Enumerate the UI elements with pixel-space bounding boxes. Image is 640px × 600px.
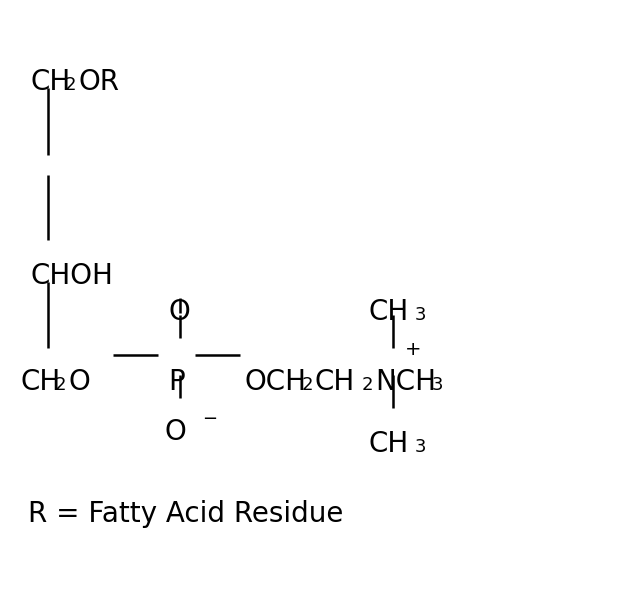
Text: OR: OR [78, 68, 119, 96]
Text: O: O [68, 368, 90, 396]
Text: O: O [165, 418, 187, 446]
Text: 2: 2 [65, 76, 77, 94]
Text: CH: CH [368, 430, 408, 458]
Text: NCH: NCH [375, 368, 436, 396]
Text: 2: 2 [55, 376, 67, 394]
Text: 3: 3 [415, 438, 426, 456]
Text: CH: CH [315, 368, 355, 396]
Text: 3: 3 [432, 376, 444, 394]
Text: CH: CH [30, 68, 70, 96]
Text: CH: CH [20, 368, 60, 396]
Text: 2: 2 [302, 376, 314, 394]
Text: P: P [168, 368, 185, 396]
Text: −: − [202, 410, 217, 428]
Text: R = Fatty Acid Residue: R = Fatty Acid Residue [28, 500, 344, 528]
Text: OCH: OCH [245, 368, 307, 396]
Text: 3: 3 [415, 306, 426, 324]
Text: O: O [168, 298, 189, 326]
Text: 2: 2 [362, 376, 374, 394]
Text: CHOH: CHOH [30, 262, 113, 290]
Text: CH: CH [368, 298, 408, 326]
Text: +: + [405, 340, 422, 359]
